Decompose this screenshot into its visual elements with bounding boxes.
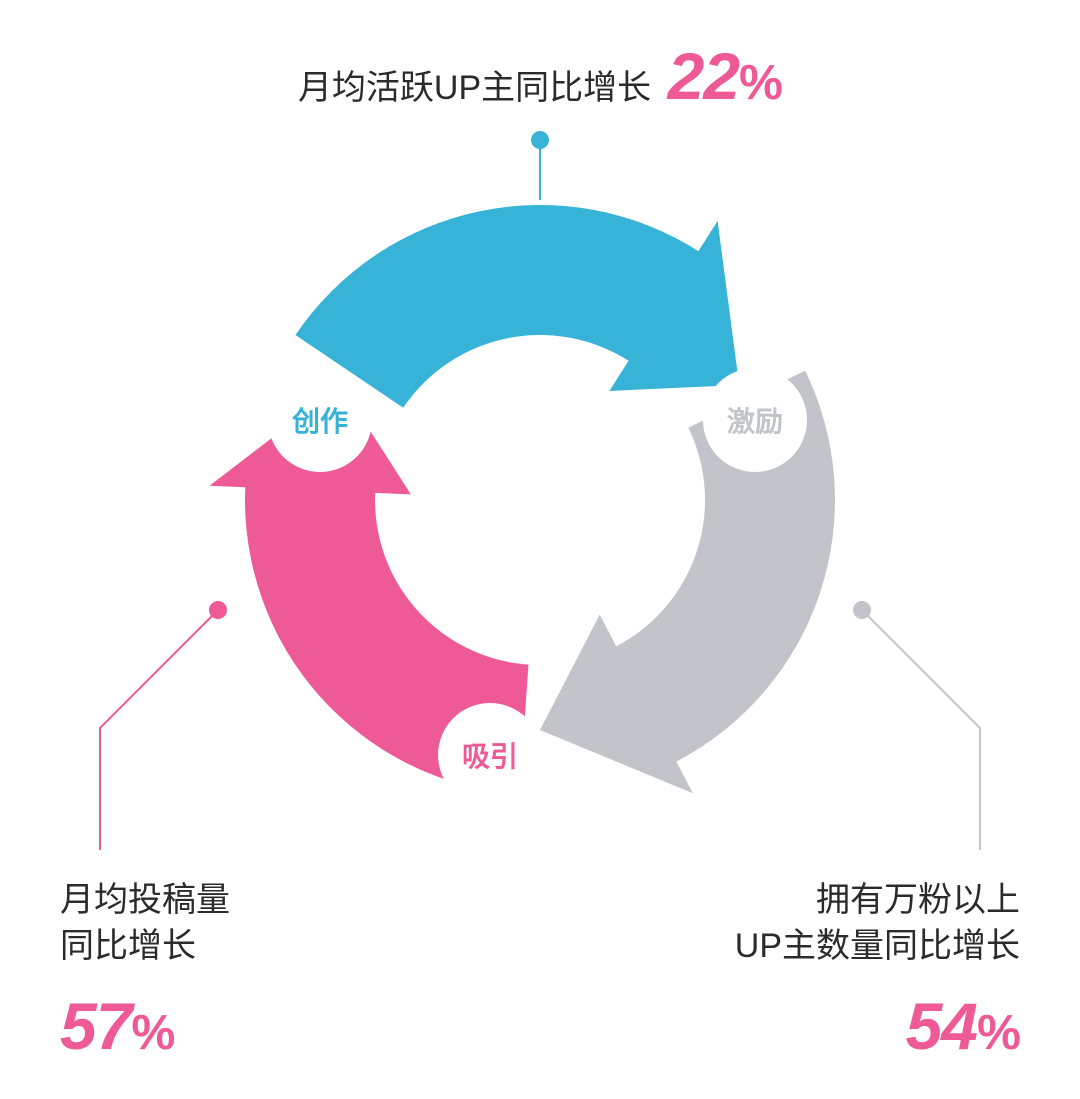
stat-bl-value: 57% <box>60 988 230 1064</box>
stat-top-value: 22% <box>668 39 782 113</box>
stat-top-label: 月均活跃UP主同比增长 <box>298 69 651 107</box>
stat-br-value: 54% <box>735 988 1020 1064</box>
badge-attract: 吸引 <box>438 703 542 807</box>
stat-br-label: 拥有万粉以上 UP主数量同比增长 <box>735 878 1020 970</box>
stat-bl-label: 月均投稿量 同比增长 <box>60 878 230 970</box>
badge-create: 创作 <box>268 368 372 472</box>
stat-bottom-left: 月均投稿量 同比增长 57% <box>60 878 230 1064</box>
stat-bottom-right: 拥有万粉以上 UP主数量同比增长 54% <box>735 878 1020 1064</box>
stat-top: 月均活跃UP主同比增长 22% <box>0 38 1080 114</box>
badge-incentive: 激励 <box>703 368 807 472</box>
